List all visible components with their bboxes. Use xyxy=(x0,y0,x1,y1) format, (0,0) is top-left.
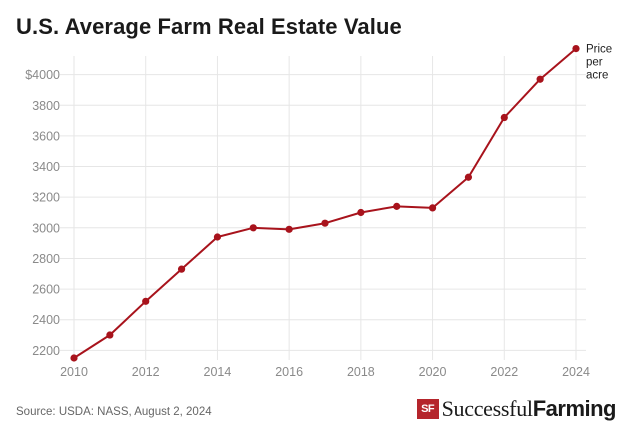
logo-word-farming: Farming xyxy=(532,396,617,421)
y-tick-label: 3200 xyxy=(32,191,60,205)
data-point xyxy=(70,354,78,362)
data-point xyxy=(572,44,580,53)
y-tick-label: 2600 xyxy=(32,283,60,297)
sf-logo-icon: SF xyxy=(416,399,439,419)
logo-word-successful: Successful xyxy=(441,396,533,421)
y-tick-label: 3400 xyxy=(32,160,60,174)
y-tick-label: $4000 xyxy=(25,68,60,82)
data-point xyxy=(464,173,473,181)
x-tick-label: 2014 xyxy=(204,365,232,379)
data-point xyxy=(500,113,508,122)
x-tick-label: 2012 xyxy=(132,365,160,379)
data-point xyxy=(142,297,150,305)
y-tick-label: 3800 xyxy=(32,99,60,113)
x-tick-label: 2020 xyxy=(419,365,447,379)
data-point xyxy=(285,225,293,233)
source-note: Source: USDA: NASS, August 2, 2024 xyxy=(16,406,212,418)
chart-title: U.S. Average Farm Real Estate Value xyxy=(16,14,402,39)
x-tick-label: 2018 xyxy=(347,365,375,379)
data-point xyxy=(177,265,186,273)
y-tick-label: 2800 xyxy=(32,252,60,266)
data-point xyxy=(213,233,222,241)
series-label-line: acre xyxy=(586,70,608,82)
successful-farming-logo: SF Successful Farming xyxy=(416,396,617,422)
data-point xyxy=(393,202,401,210)
series-line-price-per-acre xyxy=(73,47,577,359)
series-label-line: Price xyxy=(586,44,612,56)
x-tick-label: 2022 xyxy=(490,365,518,379)
x-tick-label: 2024 xyxy=(562,365,590,379)
series-label-line: per xyxy=(586,57,603,69)
data-point xyxy=(536,75,544,83)
data-point xyxy=(249,224,257,232)
y-tick-label: 2200 xyxy=(32,344,60,358)
data-point xyxy=(428,204,437,212)
data-point xyxy=(321,219,329,227)
data-point xyxy=(357,208,365,217)
data-point xyxy=(106,331,114,339)
x-tick-label: 2016 xyxy=(275,365,303,379)
y-tick-label: 3000 xyxy=(32,221,60,235)
x-tick-label: 2010 xyxy=(60,365,88,379)
y-tick-label: 3600 xyxy=(32,129,60,143)
y-tick-label: 2400 xyxy=(32,313,60,327)
